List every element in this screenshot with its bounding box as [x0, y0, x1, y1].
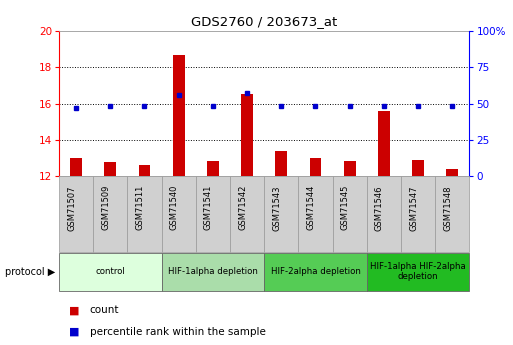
Text: protocol ▶: protocol ▶ — [5, 267, 55, 277]
Text: control: control — [95, 267, 125, 276]
Bar — [299, 176, 332, 252]
Text: ■: ■ — [69, 327, 80, 337]
Text: GSM71507: GSM71507 — [67, 185, 76, 230]
Title: GDS2760 / 203673_at: GDS2760 / 203673_at — [191, 16, 338, 29]
Bar — [309, 158, 322, 176]
Text: GSM71545: GSM71545 — [341, 185, 350, 230]
Bar — [412, 160, 424, 176]
Text: HIF-1alpha depletion: HIF-1alpha depletion — [168, 267, 258, 276]
Bar — [332, 176, 367, 252]
Text: GSM71547: GSM71547 — [409, 185, 418, 230]
Bar — [446, 169, 458, 176]
Text: ■: ■ — [69, 305, 80, 315]
Text: GSM71543: GSM71543 — [272, 185, 281, 230]
Bar — [435, 176, 469, 252]
Text: GSM71541: GSM71541 — [204, 185, 213, 230]
Text: HIF-2alpha depletion: HIF-2alpha depletion — [270, 267, 361, 276]
Text: GSM71511: GSM71511 — [135, 185, 145, 230]
Text: GSM71509: GSM71509 — [101, 185, 110, 230]
Bar — [230, 176, 264, 252]
Bar — [367, 253, 469, 291]
Bar — [378, 111, 390, 176]
Bar — [401, 176, 435, 252]
Bar — [367, 176, 401, 252]
Text: count: count — [90, 305, 120, 315]
Text: GSM71544: GSM71544 — [306, 185, 315, 230]
Text: GSM71548: GSM71548 — [443, 185, 452, 230]
Bar — [275, 151, 287, 176]
Bar — [207, 160, 219, 176]
Bar — [162, 253, 264, 291]
Bar — [162, 176, 196, 252]
Bar — [196, 176, 230, 252]
Bar — [70, 158, 82, 176]
Text: HIF-1alpha HIF-2alpha
depletion: HIF-1alpha HIF-2alpha depletion — [370, 262, 466, 282]
Text: percentile rank within the sample: percentile rank within the sample — [90, 327, 266, 337]
Bar — [59, 176, 93, 252]
Text: GSM71546: GSM71546 — [375, 185, 384, 230]
Text: GSM71540: GSM71540 — [170, 185, 179, 230]
Text: GSM71542: GSM71542 — [238, 185, 247, 230]
Bar — [127, 176, 162, 252]
Bar — [104, 162, 116, 176]
Bar — [264, 176, 299, 252]
Bar — [264, 253, 367, 291]
Bar — [59, 253, 162, 291]
Bar — [173, 55, 185, 176]
Bar — [93, 176, 127, 252]
Bar — [241, 95, 253, 176]
Bar — [344, 160, 356, 176]
Bar — [139, 165, 150, 176]
